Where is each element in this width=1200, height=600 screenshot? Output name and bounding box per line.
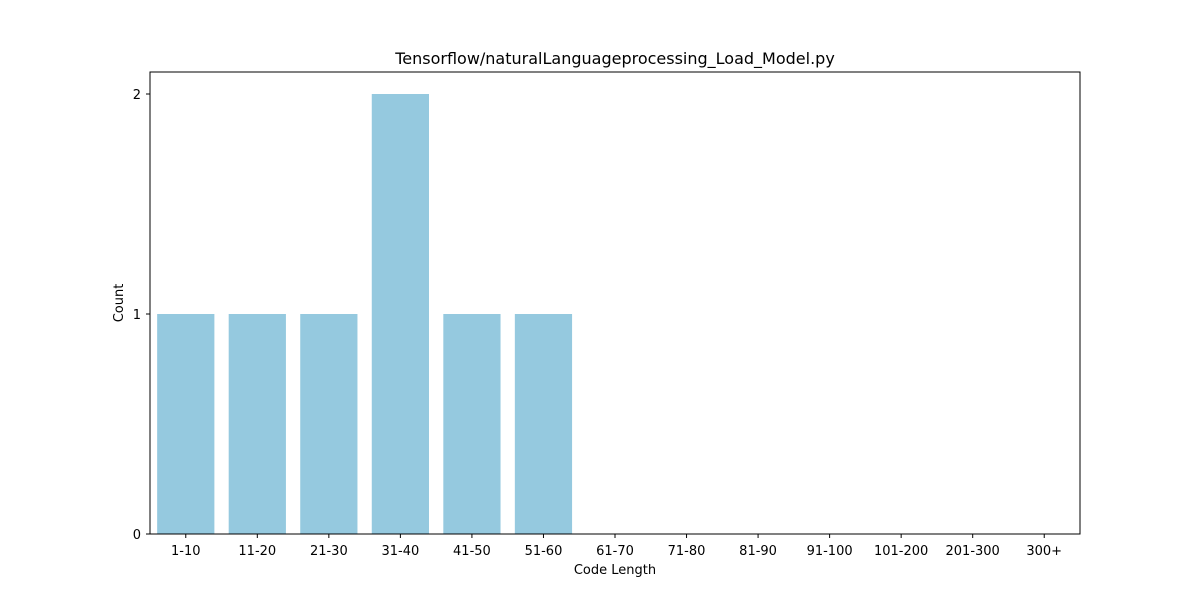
bar-11-20 (228, 314, 286, 534)
x-tick-label: 81-90 (739, 544, 777, 559)
y-axis-label: Count (112, 284, 127, 323)
chart-title: Tensorflow/naturalLanguageprocessing_Loa… (394, 49, 835, 69)
x-tick-label: 51-60 (525, 544, 563, 559)
x-tick-label: 300+ (1026, 544, 1062, 559)
x-tick-label: 21-30 (310, 544, 348, 559)
x-tick-label: 101-200 (874, 544, 928, 559)
bar-51-60 (514, 314, 573, 534)
y-axis: 0 1 2 (133, 88, 150, 543)
x-tick-label: 11-20 (238, 544, 276, 559)
x-tick-label: 41-50 (453, 544, 491, 559)
x-tick-label: 1-10 (171, 544, 201, 559)
bar-1-10 (157, 314, 215, 534)
x-tick-label: 71-80 (668, 544, 706, 559)
y-tick-label: 0 (133, 528, 141, 543)
plot-frame (149, 71, 1081, 535)
bar-41-50 (443, 314, 501, 534)
bar-21-30 (300, 314, 358, 534)
x-tick-label: 31-40 (381, 544, 419, 559)
x-tick-label: 201-300 (946, 544, 1000, 559)
bars-group (157, 94, 573, 534)
x-axis-label: Code Length (574, 563, 656, 578)
bar-31-40 (371, 94, 429, 534)
y-tick-label: 2 (133, 88, 141, 103)
x-tick-label: 61-70 (596, 544, 634, 559)
x-axis: 1-10 11-20 21-30 31-40 41-50 51-60 61-70 71-80 8… (171, 534, 1062, 559)
x-tick-label: 91-100 (807, 544, 853, 559)
y-tick-label: 1 (133, 308, 141, 323)
